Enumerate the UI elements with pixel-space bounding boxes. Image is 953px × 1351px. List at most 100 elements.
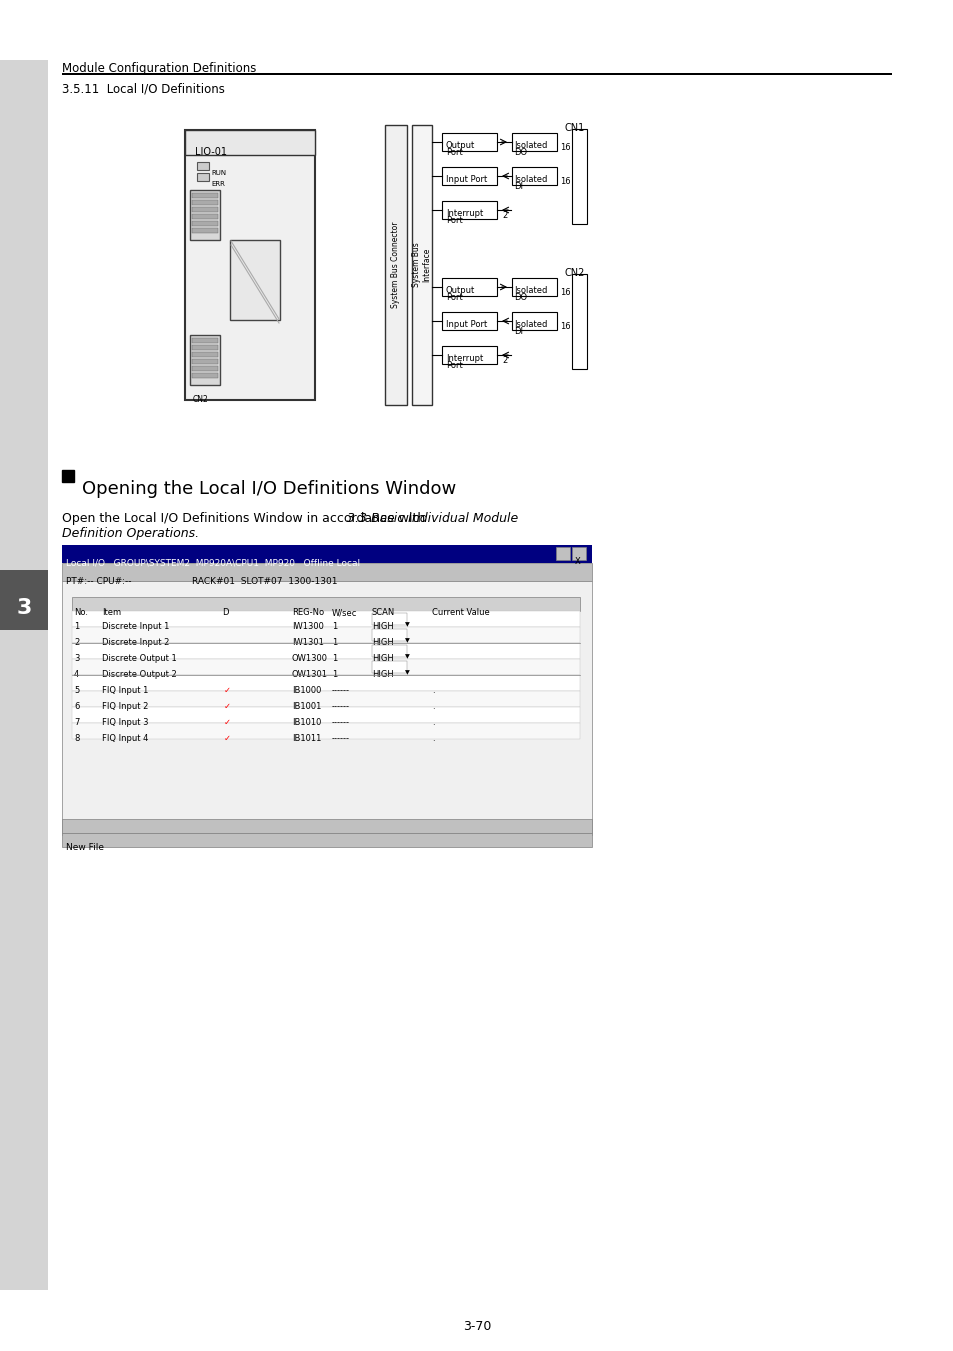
Text: Port: Port (446, 361, 462, 370)
Bar (441, 132, 497, 151)
Bar (71, 627, 579, 643)
Text: 4: 4 (74, 670, 79, 680)
Text: CN2: CN2 (193, 394, 209, 404)
Bar (441, 278, 497, 296)
Bar (185, 130, 314, 400)
Text: .: . (432, 703, 435, 711)
Bar (372, 644, 407, 657)
Text: ------: ------ (332, 703, 350, 711)
Bar (556, 547, 569, 561)
Bar (71, 690, 579, 707)
Bar (0, 570, 48, 630)
Bar (441, 312, 497, 330)
Bar (412, 126, 432, 405)
Text: Isolated: Isolated (514, 176, 547, 184)
Bar (71, 597, 579, 611)
Bar (572, 274, 586, 369)
Bar (192, 228, 218, 232)
Text: 3: 3 (74, 654, 79, 663)
Text: CN2: CN2 (564, 267, 585, 278)
Bar (192, 373, 218, 378)
Text: 1: 1 (332, 670, 337, 680)
Text: 1: 1 (332, 621, 337, 631)
Bar (441, 346, 497, 363)
Text: Port: Port (446, 293, 462, 303)
Text: .: . (432, 717, 435, 727)
Bar (372, 661, 407, 673)
Bar (62, 544, 592, 563)
Bar (0, 0, 953, 59)
Bar (192, 213, 218, 219)
Text: System Bus
Interface: System Bus Interface (412, 243, 432, 288)
Text: 3-70: 3-70 (462, 1320, 491, 1333)
Text: DO: DO (514, 293, 527, 303)
Text: .: . (432, 686, 435, 694)
Bar (185, 130, 314, 155)
Text: ▼: ▼ (405, 654, 410, 659)
Text: Isolated: Isolated (514, 286, 547, 295)
Bar (192, 222, 218, 226)
Text: FIQ Input 4: FIQ Input 4 (102, 734, 149, 743)
Text: IB1001: IB1001 (292, 703, 321, 711)
Bar (71, 676, 579, 690)
Text: FIQ Input 3: FIQ Input 3 (102, 717, 149, 727)
Text: Module Configuration Definitions: Module Configuration Definitions (62, 62, 256, 76)
Bar (192, 193, 218, 199)
Text: 3: 3 (16, 598, 31, 617)
Text: 7: 7 (74, 717, 79, 727)
Bar (196, 162, 209, 170)
Bar (192, 366, 218, 372)
Text: ✓: ✓ (223, 703, 231, 711)
Text: FIQ Input 1: FIQ Input 1 (102, 686, 149, 694)
Bar (192, 359, 218, 363)
Text: Output: Output (446, 286, 475, 295)
Text: IW1300: IW1300 (292, 621, 323, 631)
Text: Input Port: Input Port (446, 176, 487, 184)
Bar (572, 128, 586, 224)
Bar (230, 240, 280, 320)
Text: Discrete Output 1: Discrete Output 1 (102, 654, 176, 663)
Text: ------: ------ (332, 717, 350, 727)
Text: OW1301: OW1301 (292, 670, 328, 680)
Text: Output: Output (446, 141, 475, 150)
Bar (62, 834, 592, 847)
Text: Discrete Output 2: Discrete Output 2 (102, 670, 176, 680)
Bar (71, 659, 579, 676)
Bar (0, 59, 48, 1290)
Text: OW1300: OW1300 (292, 654, 328, 663)
Text: 1: 1 (332, 654, 337, 663)
Text: Item: Item (102, 608, 121, 617)
Text: 3.3 Basic Individual Module: 3.3 Basic Individual Module (347, 512, 517, 526)
Bar (62, 581, 592, 835)
Text: IB1011: IB1011 (292, 734, 321, 743)
Text: 16: 16 (559, 143, 570, 153)
Text: CN1: CN1 (564, 123, 584, 132)
Text: New File: New File (66, 843, 104, 852)
Text: DO: DO (514, 149, 527, 157)
Text: 8: 8 (74, 734, 79, 743)
Text: Open the Local I/O Definitions Window in accordance with: Open the Local I/O Definitions Window in… (62, 512, 429, 526)
Text: Current Value: Current Value (432, 608, 489, 617)
Text: Isolated: Isolated (514, 141, 547, 150)
Text: ✓: ✓ (223, 734, 231, 743)
Bar (512, 278, 557, 296)
Bar (71, 723, 579, 739)
Bar (572, 547, 585, 561)
Text: FIQ Input 2: FIQ Input 2 (102, 703, 149, 711)
Text: 2: 2 (74, 638, 79, 647)
Text: Discrete Input 2: Discrete Input 2 (102, 638, 170, 647)
Text: ▼: ▼ (405, 670, 410, 676)
Text: ERR: ERR (211, 181, 225, 186)
Text: Local I/O   GROUP\SYSTEM2  MP920A\CPU1  MP920   Offline Local: Local I/O GROUP\SYSTEM2 MP920A\CPU1 MP92… (66, 559, 359, 567)
Bar (512, 132, 557, 151)
Bar (71, 707, 579, 723)
Text: Input Port: Input Port (446, 320, 487, 330)
Bar (192, 338, 218, 343)
Text: ✓: ✓ (223, 717, 231, 727)
Text: 16: 16 (559, 288, 570, 297)
Text: 1: 1 (332, 638, 337, 647)
Bar (441, 168, 497, 185)
Text: ✓: ✓ (223, 686, 231, 694)
Bar (62, 470, 74, 482)
Text: 6: 6 (74, 703, 79, 711)
